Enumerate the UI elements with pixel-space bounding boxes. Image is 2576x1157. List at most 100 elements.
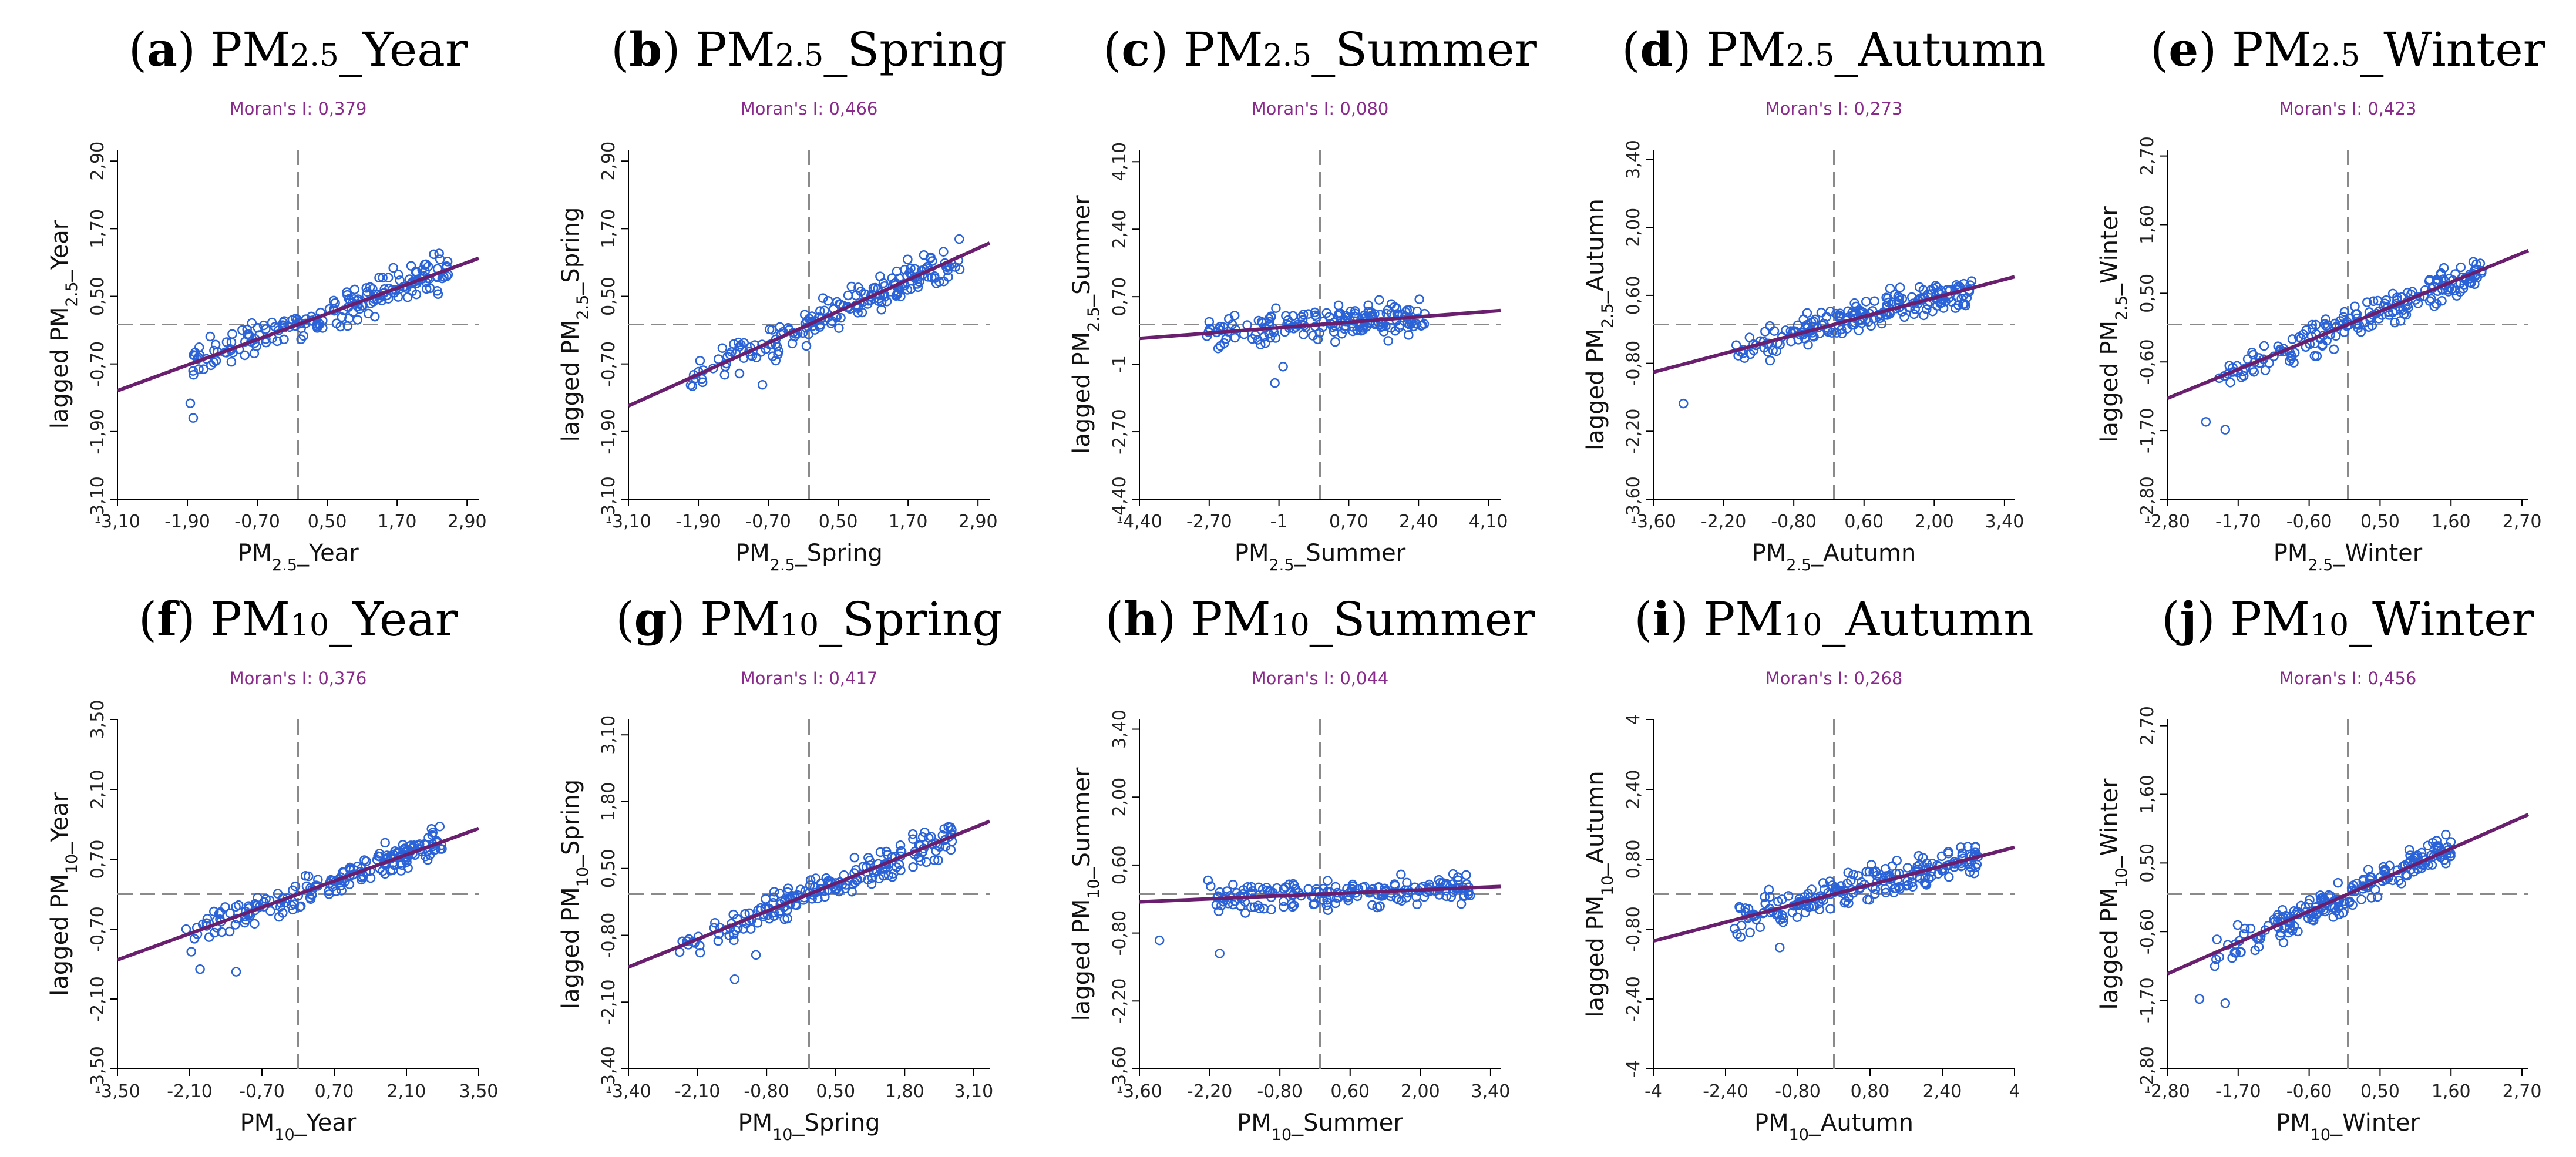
data-point [1885, 283, 1895, 294]
x-tick-label: -4,40 [1117, 512, 1162, 532]
y-tick-label: 3,40 [1109, 709, 1130, 749]
panel-b: (b) PM2.5_Spring Moran's I: 0,466 -3,10-3,… [557, 22, 1007, 574]
x-tick-label: 2,10 [387, 1081, 426, 1102]
data-point [189, 934, 200, 944]
data-point [237, 325, 247, 335]
data-point [2210, 961, 2220, 971]
data-point [1895, 884, 1905, 894]
x-tick-label: 2,90 [959, 512, 998, 532]
data-point [739, 338, 749, 348]
data-point [394, 270, 403, 280]
x-axis-label: PM10_Year [240, 1109, 357, 1144]
data-point [729, 974, 740, 984]
data-point [931, 278, 941, 288]
y-tick-label: -1,70 [2137, 977, 2158, 1023]
data-point [1864, 894, 1875, 905]
data-point [352, 315, 363, 325]
data-point [1679, 398, 1689, 409]
data-point [188, 413, 199, 423]
data-point [2436, 270, 2446, 280]
data-point [300, 870, 311, 881]
data-point [801, 341, 812, 351]
data-point [857, 307, 867, 318]
data-point [1836, 881, 1847, 891]
data-point [1366, 307, 1376, 317]
data-point [1311, 312, 1321, 322]
data-point [368, 284, 378, 294]
y-tick-label: 4 [1623, 714, 1644, 725]
panel-title: (i) PM10_Autumn [1634, 591, 2034, 647]
data-point [1802, 308, 1812, 318]
x-axis-label: PM2.5_Summer [1235, 540, 1406, 574]
x-tick-label: 1,60 [2432, 1081, 2471, 1102]
data-point [1288, 879, 1299, 889]
data-point [2330, 331, 2341, 341]
y-axis-label: lagged PM2.5_Winter [2096, 206, 2131, 443]
data-point [1154, 935, 1165, 946]
data-point [328, 295, 339, 306]
data-point [835, 299, 845, 310]
data-point [1412, 899, 1422, 909]
panel-f: (f) PM10_Year Moran's I: 0,376 -3,50-3,50 -… [46, 591, 498, 1144]
data-point [2264, 358, 2274, 368]
data-point [740, 909, 750, 919]
data-point [774, 908, 784, 919]
x-tick-label: 0,60 [1844, 512, 1884, 532]
data-point [435, 822, 445, 832]
data-point [1333, 300, 1344, 311]
y-tick-label: -1,70 [2137, 408, 2158, 453]
x-tick-label: 0,70 [315, 1081, 354, 1102]
morans-i-label: Moran's I: 0,268 [1765, 668, 1903, 688]
y-tick-label: 0,70 [88, 840, 108, 879]
y-tick-label: 1,60 [2137, 205, 2158, 244]
data-point [1792, 912, 1802, 923]
data-point [1908, 882, 1918, 892]
data-point [2318, 339, 2328, 349]
data-point [2401, 870, 2411, 880]
data-point [1861, 297, 1871, 307]
data-point [1755, 922, 1765, 933]
y-tick-label: -0,80 [1623, 906, 1644, 952]
data-point [2329, 344, 2339, 354]
x-tick-label: 3,10 [954, 1081, 993, 1102]
y-tick-label: 1,70 [598, 209, 619, 248]
data-point [823, 295, 833, 306]
data-point [2220, 998, 2231, 1008]
data-point [1203, 875, 1213, 886]
data-point [1866, 860, 1876, 870]
data-point [208, 906, 219, 917]
y-tick-label: 0,70 [1109, 277, 1130, 317]
data-point [1899, 312, 1909, 322]
y-tick-label: 2,70 [2137, 136, 2158, 176]
y-axis-label: lagged PM2.5_Spring [557, 207, 592, 442]
x-tick-label: 0,50 [816, 1081, 855, 1102]
data-point [908, 834, 918, 844]
data-point [1236, 901, 1246, 912]
data-point [402, 292, 413, 302]
y-tick-label: 0,60 [1109, 846, 1130, 885]
data-point [2427, 838, 2438, 848]
x-axis-label: PM2.5_Year [237, 540, 359, 574]
data-point [1871, 867, 1881, 877]
data-point [1895, 282, 1905, 292]
data-point [313, 875, 323, 884]
data-point [1965, 867, 1975, 877]
panel-title: (j) PM10_Winter [2161, 591, 2534, 647]
data-point [365, 873, 376, 883]
data-point [1441, 891, 1451, 902]
data-point [2321, 314, 2331, 324]
data-point [1775, 943, 1785, 953]
x-tick-label: 1,80 [885, 1081, 924, 1102]
data-point [873, 296, 884, 306]
regression-line [2166, 813, 2530, 976]
data-point [345, 864, 355, 874]
data-point [383, 273, 394, 282]
data-point [1242, 320, 1252, 330]
data-point [1835, 312, 1845, 322]
y-tick-label: 4,10 [1109, 142, 1130, 181]
data-point [910, 264, 920, 274]
data-point [1734, 902, 1744, 912]
data-point [943, 272, 953, 282]
data-point [240, 350, 250, 361]
